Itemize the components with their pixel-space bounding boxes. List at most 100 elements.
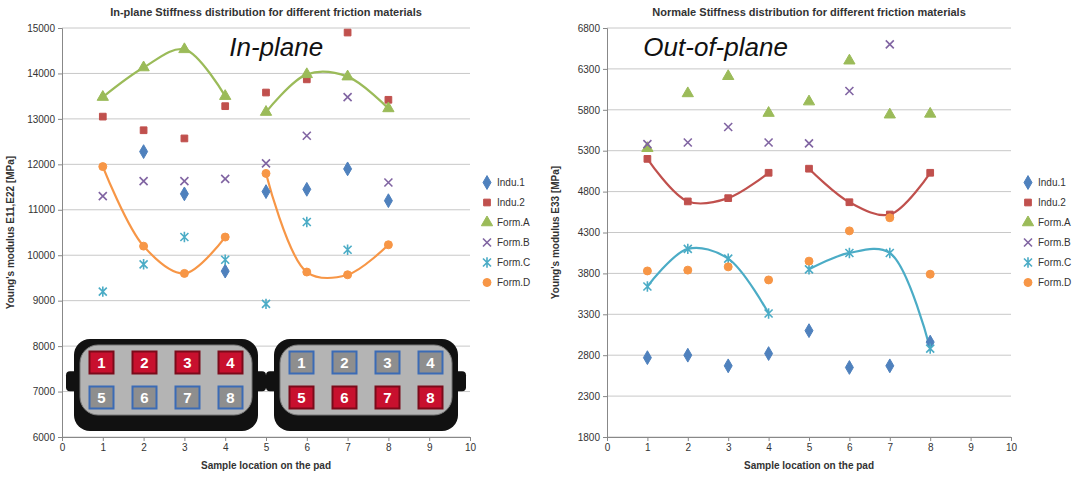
sample-label: 6 bbox=[340, 389, 348, 406]
data-point bbox=[643, 281, 651, 291]
grid-line bbox=[62, 118, 470, 119]
x-tick-label: 10 bbox=[1006, 442, 1018, 453]
y-tick: 3800 bbox=[578, 268, 607, 279]
y-tick: 7000 bbox=[33, 386, 62, 397]
sample-box bbox=[176, 352, 200, 374]
legend-marker bbox=[483, 257, 491, 267]
y-tick-label: 13000 bbox=[27, 114, 55, 125]
sample-label: 5 bbox=[97, 389, 105, 406]
data-point bbox=[886, 359, 894, 373]
data-point bbox=[846, 199, 853, 206]
y-tick-label: 12000 bbox=[27, 159, 55, 170]
data-point bbox=[805, 139, 813, 147]
data-point bbox=[97, 91, 108, 101]
pad-surface bbox=[280, 345, 452, 415]
x-tick: 2 bbox=[686, 437, 692, 453]
x-tick: 3 bbox=[182, 437, 188, 453]
x-tick: 10 bbox=[465, 437, 477, 453]
sample-label: 4 bbox=[226, 354, 235, 371]
data-point bbox=[301, 68, 312, 78]
data-point bbox=[725, 195, 732, 202]
y-tick-mark bbox=[58, 301, 62, 302]
y-tick-mark bbox=[58, 346, 62, 347]
sample-label: 4 bbox=[426, 354, 435, 371]
y-axis-title: Young's modulus E33 [MPa] bbox=[550, 166, 561, 299]
data-point bbox=[884, 108, 895, 118]
y-tick-mark bbox=[58, 392, 62, 393]
trend-curve bbox=[103, 49, 225, 97]
x-tick-mark bbox=[647, 437, 648, 441]
sample-label: 2 bbox=[140, 354, 148, 371]
sample-label: 1 bbox=[297, 354, 305, 371]
grid-line bbox=[62, 73, 470, 74]
y-tick: 6000 bbox=[33, 432, 62, 443]
x-tick-label: 7 bbox=[888, 442, 894, 453]
y-tick-mark bbox=[58, 164, 62, 165]
chart-title: Normale Stiffness distribution for diffe… bbox=[652, 6, 966, 18]
x-tick-label: 0 bbox=[60, 442, 66, 453]
data-point bbox=[303, 182, 311, 196]
y-grid bbox=[62, 28, 470, 437]
y-tick-mark bbox=[603, 273, 607, 274]
sample-label: 3 bbox=[383, 354, 391, 371]
x-tick: 6 bbox=[847, 437, 853, 453]
legend-label: Form.A bbox=[1038, 217, 1071, 228]
y-tick-label: 2300 bbox=[578, 391, 601, 402]
x-tick-label: 8 bbox=[928, 442, 934, 453]
plot-area: 0123456789106000700080009000100001100012… bbox=[27, 23, 476, 453]
sample-box bbox=[90, 387, 114, 409]
data-point bbox=[926, 343, 934, 353]
legend-marker bbox=[481, 216, 492, 226]
data-point bbox=[303, 132, 311, 140]
grid-line bbox=[607, 232, 1011, 233]
y-tick-label: 3300 bbox=[578, 309, 601, 320]
x-tick: 5 bbox=[807, 437, 813, 453]
sample-box bbox=[133, 352, 157, 374]
x-tick-label: 6 bbox=[305, 442, 311, 453]
data-point bbox=[927, 169, 934, 176]
data-point bbox=[724, 123, 732, 131]
y-tick: 6800 bbox=[578, 23, 607, 34]
grid-line bbox=[607, 68, 1011, 69]
data-point bbox=[643, 267, 651, 275]
data-point bbox=[342, 70, 353, 80]
legend-label: Form.D bbox=[497, 277, 530, 288]
data-point bbox=[384, 194, 392, 208]
x-axis-line bbox=[63, 438, 471, 442]
x-tick-mark bbox=[184, 437, 185, 441]
x-tick-mark bbox=[769, 437, 770, 441]
trend-curve bbox=[809, 169, 930, 216]
y-tick-mark bbox=[603, 69, 607, 70]
pad-surface bbox=[80, 345, 252, 415]
data-point bbox=[180, 232, 188, 242]
x-tick-mark bbox=[103, 437, 104, 441]
pad-illustration: 1234567812345678 bbox=[66, 339, 466, 431]
y-tick-mark bbox=[603, 396, 607, 397]
data-point bbox=[886, 214, 894, 222]
y-tick: 13000 bbox=[27, 114, 62, 125]
plot-area: 0123456789101800230028003300380043004800… bbox=[578, 23, 1018, 453]
data-point bbox=[344, 162, 352, 176]
y-tick: 11000 bbox=[28, 204, 62, 215]
x-tick-mark bbox=[890, 437, 891, 441]
y-tick-mark bbox=[603, 355, 607, 356]
y-tick-mark bbox=[58, 210, 62, 211]
y-tick-mark bbox=[58, 255, 62, 256]
data-point bbox=[99, 192, 107, 200]
x-tick-label: 4 bbox=[223, 442, 229, 453]
data-point bbox=[99, 163, 107, 171]
x-tick: 6 bbox=[305, 437, 311, 453]
y-tick: 1800 bbox=[578, 432, 607, 443]
x-tick: 3 bbox=[726, 437, 732, 453]
data-point bbox=[344, 271, 352, 279]
x-tick: 4 bbox=[766, 437, 772, 453]
data-point bbox=[180, 187, 188, 201]
sample-box bbox=[176, 387, 200, 409]
y-tick-label: 15000 bbox=[27, 23, 55, 34]
data-point bbox=[724, 253, 732, 263]
x-tick-mark bbox=[266, 437, 267, 441]
data-point bbox=[344, 245, 352, 255]
chart-title: In-plane Stiffness distribution for diff… bbox=[110, 6, 422, 18]
trend-curve bbox=[647, 248, 768, 314]
data-point bbox=[845, 361, 853, 375]
